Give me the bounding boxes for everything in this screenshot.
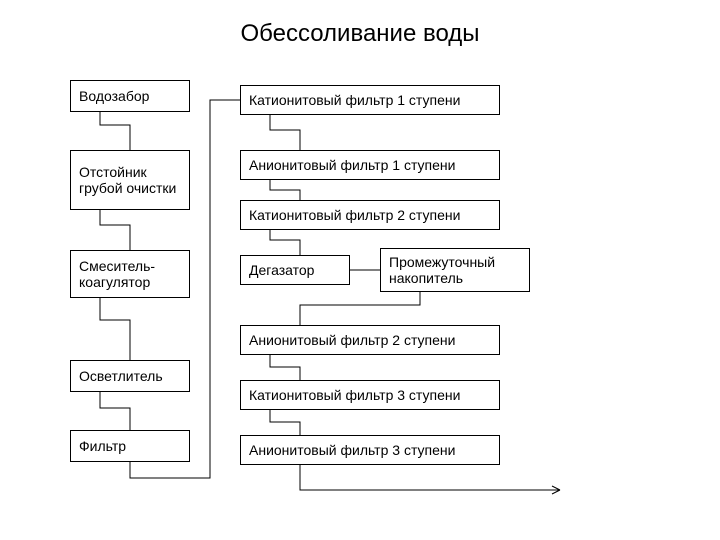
- box-kat1: Катионитовый фильтр 1 ступени: [240, 85, 500, 115]
- page-title: Обессоливание воды: [0, 20, 720, 48]
- box-kat2: Катионитовый фильтр 2 ступени: [240, 200, 500, 230]
- box-filtr: Фильтр: [70, 430, 190, 462]
- box-osvetlitel: Осветлитель: [70, 360, 190, 392]
- box-smesitel: Смеситель-коагулятор: [70, 250, 190, 298]
- box-vodozabor: Водозабор: [70, 80, 190, 112]
- box-kat3: Катионитовый фильтр 3 ступени: [240, 380, 500, 410]
- box-an3: Анионитовый фильтр 3 ступени: [240, 435, 500, 465]
- box-nakopitel: Промежуточный накопитель: [380, 248, 530, 292]
- box-an1: Анионитовый фильтр 1 ступени: [240, 150, 500, 180]
- box-degazator: Дегазатор: [240, 255, 350, 285]
- box-otstoynik: Отстойник грубой очистки: [70, 150, 190, 210]
- box-an2: Анионитовый фильтр 2 ступени: [240, 325, 500, 355]
